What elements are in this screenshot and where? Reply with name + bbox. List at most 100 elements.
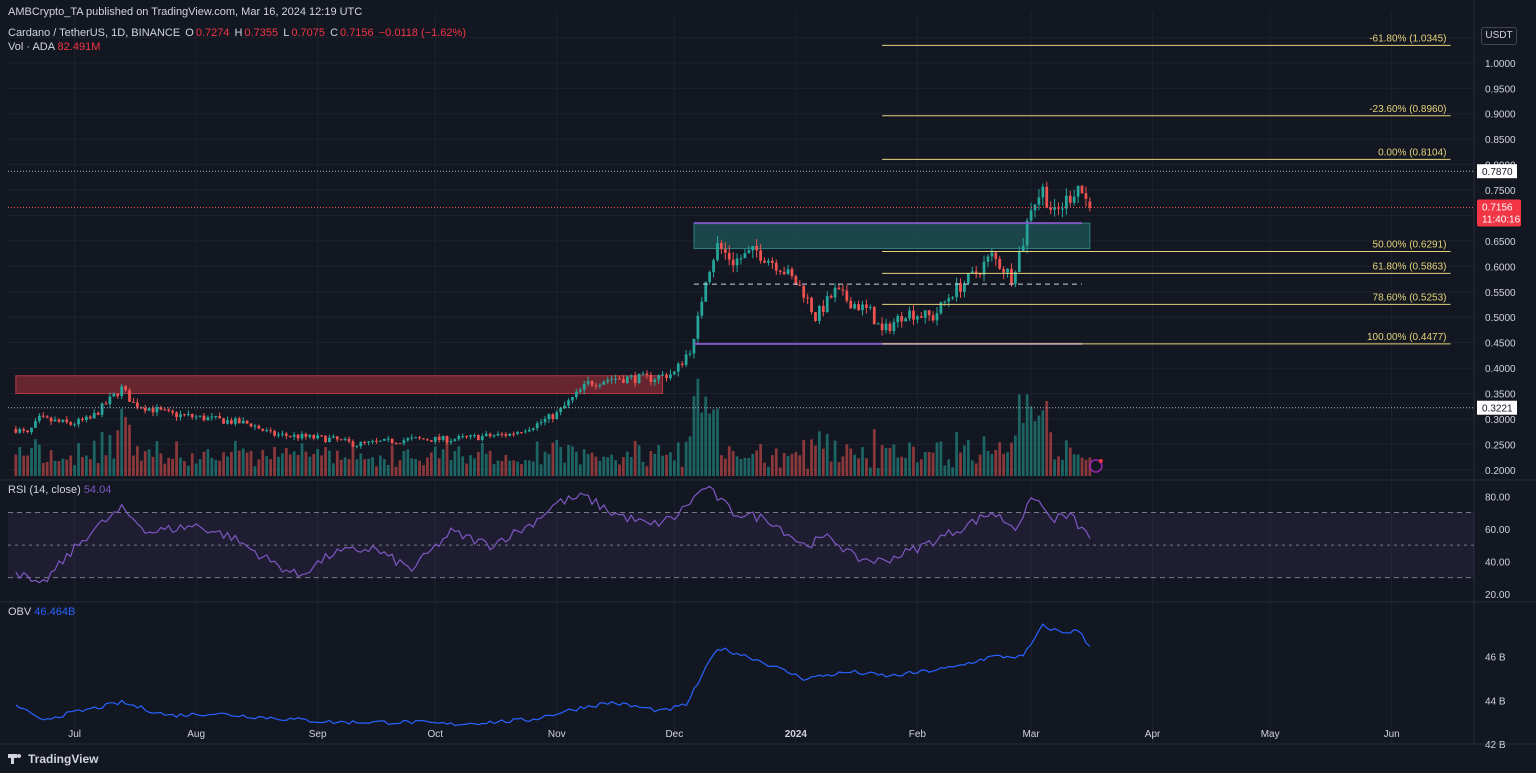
volume-bar [433,446,437,476]
volume-bar [629,457,633,476]
candle-body [81,418,84,420]
volume-bar [339,459,343,476]
candle-body [1072,196,1076,203]
candle-body [492,435,496,437]
candle-body [845,290,849,301]
volume-bar [96,463,100,476]
volume-bar [331,463,335,476]
candle-body [963,283,966,292]
candle-body [179,414,182,418]
volume-bar [727,446,731,476]
candle-body [167,409,171,411]
candle-body [637,373,641,383]
candle-body [1084,193,1088,199]
candle-body [531,428,535,430]
candle-body [304,433,308,437]
candle-body [186,414,190,416]
level-marker-label: 0.3221 [1482,404,1513,415]
candle-body [371,440,374,442]
price-tick-label: 0.9500 [1485,84,1516,95]
volume-bar [786,455,790,476]
candle-body [684,354,688,365]
candle-body [563,405,566,408]
candle-body [57,419,61,422]
volume-bar [610,454,614,476]
candle-body [190,414,194,418]
volume-bar [763,462,766,476]
candle-body [912,310,915,320]
candle-body [253,425,257,427]
volume-bar [735,456,739,476]
x-tick-label: Oct [427,729,443,740]
volume-bar [927,451,931,476]
x-tick-label: Apr [1145,729,1161,740]
volume-bar [520,463,523,476]
candle-body [465,436,468,438]
volume-bar [508,460,512,476]
candle-body [559,407,563,413]
price-tick-label: 0.8500 [1485,135,1516,146]
currency-button[interactable]: USDT [1481,27,1517,45]
candle-body [837,287,841,290]
volume-bar [81,457,84,476]
candle-body [120,386,124,397]
volume-bar [998,442,1002,476]
volume-bar [202,451,206,476]
candle-body [496,433,500,436]
candle-body [880,323,884,331]
candle-body [688,353,692,355]
volume-bar [559,446,563,476]
candle-body [990,252,994,257]
volume-bar [574,451,578,476]
high-label: H [234,27,243,39]
volume-bar [743,457,747,476]
candle-body [34,420,37,428]
volume-bar [1010,442,1013,476]
volume-bar [516,461,519,476]
volume-bar [292,451,296,476]
volume-bar [865,458,868,476]
volume-bars [14,378,1092,476]
volume-bar [880,445,884,476]
volume-bar [861,447,864,476]
candle-body [112,393,116,397]
volume-bar [484,453,488,476]
candle-body [594,385,598,387]
candle-body [970,271,974,273]
volume-bar [1076,454,1080,476]
x-tick-label: Sep [309,729,327,740]
candle-body [547,414,551,420]
volume-bar [810,439,813,476]
candle-body [1006,268,1009,273]
candle-body [504,434,508,436]
candle-body [849,300,853,309]
fib-level-label: 50.00% (0.6291) [1373,240,1447,251]
volume-bar [343,457,347,476]
volume-bar [218,460,222,476]
volume-bar [85,455,88,476]
tradingview-brand[interactable]: TradingView [8,752,98,766]
volume-bar [108,434,112,476]
volume-bar [347,459,351,476]
candle-body [551,414,555,419]
candle-body [284,433,288,436]
candle-body [328,437,331,442]
volume-bar [872,429,876,476]
candle-body [108,396,112,405]
volume-bar [418,460,421,476]
candle-body [1002,268,1005,273]
volume-bar [351,442,355,476]
level-marker-box [1477,164,1517,179]
volume-bar [606,457,610,476]
candle-body [135,402,139,408]
volume-bar [849,448,853,476]
volume-bar [602,456,606,476]
price-tick-label: 0.3500 [1485,390,1516,401]
volume-bar [1053,459,1056,476]
rsi-tick-label: 40.00 [1485,557,1510,568]
candle-body [461,436,465,438]
volume-bar [567,444,570,476]
candle-body [622,379,625,383]
candle-body [974,271,978,274]
